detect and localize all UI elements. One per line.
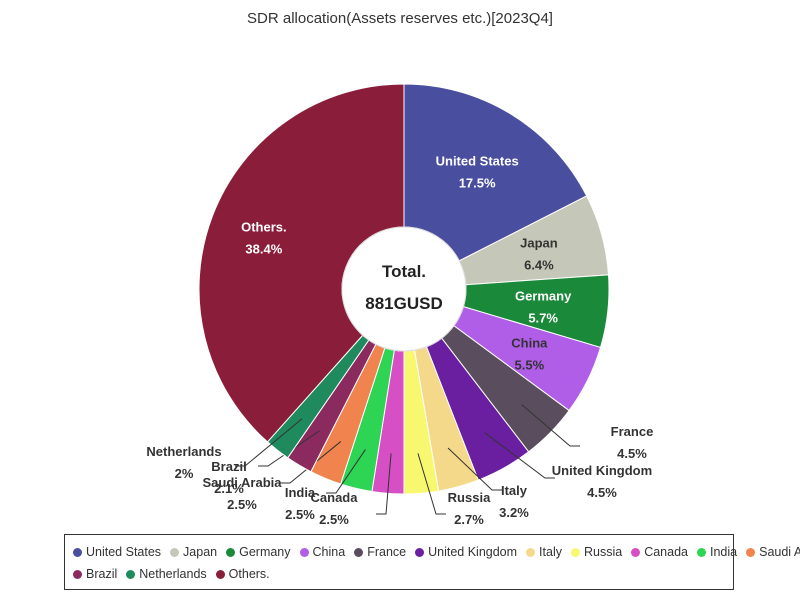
legend-marker xyxy=(73,569,82,579)
leader-line xyxy=(326,449,366,494)
legend-label: Others. xyxy=(228,567,270,581)
legend-item[interactable]: France xyxy=(354,545,406,559)
leader-line xyxy=(521,404,580,447)
legend-label: United States xyxy=(86,545,162,559)
legend-label: France xyxy=(367,545,407,559)
legend-marker xyxy=(631,547,641,557)
slice-value-label: 2% xyxy=(175,466,194,481)
legend-label: Saudi Arabia xyxy=(759,545,800,559)
legend-item[interactable]: Japan xyxy=(170,545,217,559)
leader-line xyxy=(417,453,446,515)
legend-item[interactable]: Brazil xyxy=(73,567,117,581)
legend-label: India xyxy=(710,545,738,559)
legend-label: Brazil xyxy=(86,567,118,581)
slice-value-label: 38.4% xyxy=(245,242,282,257)
chart-legend: United States Japan Germany China France Unit… xyxy=(64,534,800,590)
legend-row: Brazil Netherlands Others. xyxy=(73,563,725,585)
legend-marker xyxy=(415,547,425,557)
slice-name-label: Italy xyxy=(501,483,528,498)
legend-label: China xyxy=(312,545,346,559)
slice-value-label: 4.5% xyxy=(617,446,647,461)
slice-value-label: 2.1% xyxy=(214,481,244,496)
legend-marker xyxy=(354,547,364,557)
legend-item[interactable]: Italy xyxy=(526,545,562,559)
legend-item[interactable]: Russia xyxy=(570,545,623,559)
legend-label: Canada xyxy=(644,545,688,559)
legend-item[interactable]: Netherlands xyxy=(126,567,207,581)
legend-label: United Kingdom xyxy=(428,545,518,559)
legend-label: Italy xyxy=(539,545,562,559)
legend-item[interactable]: United Kingdom xyxy=(415,545,517,559)
donut-center xyxy=(341,226,467,352)
slice-name-label: Others. xyxy=(241,220,287,235)
slice-name-label: United States xyxy=(436,154,519,169)
leader-line xyxy=(376,453,392,515)
legend-marker xyxy=(746,547,756,557)
legend-marker xyxy=(697,547,706,557)
legend-marker xyxy=(526,547,536,557)
slice-value-label: 3.2% xyxy=(499,505,529,520)
slice-name-label: Russia xyxy=(448,490,491,505)
legend-item[interactable]: Others. xyxy=(215,567,270,581)
leader-line xyxy=(447,447,502,491)
slice-value-label: 6.4% xyxy=(524,258,554,273)
slice-value-label: 5.5% xyxy=(515,357,545,372)
legend-label: Germany xyxy=(239,545,291,559)
slice-name-label: France xyxy=(611,424,654,439)
slice-value-label: 2.5% xyxy=(227,497,257,512)
legend-item[interactable]: China xyxy=(299,545,346,559)
slice-value-label: 4.5% xyxy=(587,485,617,500)
legend-marker xyxy=(126,569,136,579)
slice-value-label: 17.5% xyxy=(459,176,496,191)
slice-value-label: 2.5% xyxy=(319,512,349,527)
legend-marker xyxy=(226,547,236,557)
legend-marker xyxy=(215,569,225,579)
legend-label: Russia xyxy=(583,545,623,559)
legend-marker xyxy=(170,547,180,557)
legend-item[interactable]: India xyxy=(697,545,737,559)
slice-value-label: 2.5% xyxy=(285,507,315,522)
leader-line xyxy=(235,418,303,467)
slice-name-label: Germany xyxy=(515,288,572,303)
slice-value-label: 2.7% xyxy=(454,512,484,527)
legend-marker xyxy=(73,547,82,557)
chart-title: SDR allocation(Assets reserves etc.)[202… xyxy=(247,10,553,27)
slice-name-label: Brazil xyxy=(211,459,246,474)
pie-chart: United States 17.5% Japan 6.4% Germany 5.7% Ch… xyxy=(146,83,654,527)
slice-name-label: Saudi Arabia xyxy=(203,475,283,490)
slice-name-label: Japan xyxy=(520,236,558,251)
legend-row: United States Japan Germany China France Unit… xyxy=(73,541,800,563)
slice-name-label: Netherlands xyxy=(146,444,221,459)
slice-name-label: India xyxy=(285,485,316,500)
leader-line xyxy=(258,430,320,467)
center-total-value: 881GUSD xyxy=(365,294,442,313)
slice-name-label: United Kingdom xyxy=(552,463,652,478)
legend-label: Netherlands xyxy=(139,567,207,581)
slice-name-label: Canada xyxy=(311,490,359,505)
legend-marker xyxy=(570,547,580,557)
legend-item[interactable]: Germany xyxy=(226,545,291,559)
legend-item[interactable]: Canada xyxy=(631,545,688,559)
slice-value-label: 5.7% xyxy=(528,310,558,325)
legend-item[interactable]: Saudi Arabia xyxy=(746,545,800,559)
legend-item[interactable]: United States xyxy=(73,545,161,559)
leader-line xyxy=(280,441,342,484)
leader-line xyxy=(484,432,555,479)
slice-name-label: China xyxy=(511,335,548,350)
center-label: Total. xyxy=(382,262,426,281)
legend-label: Japan xyxy=(183,545,218,559)
legend-marker xyxy=(299,547,309,557)
